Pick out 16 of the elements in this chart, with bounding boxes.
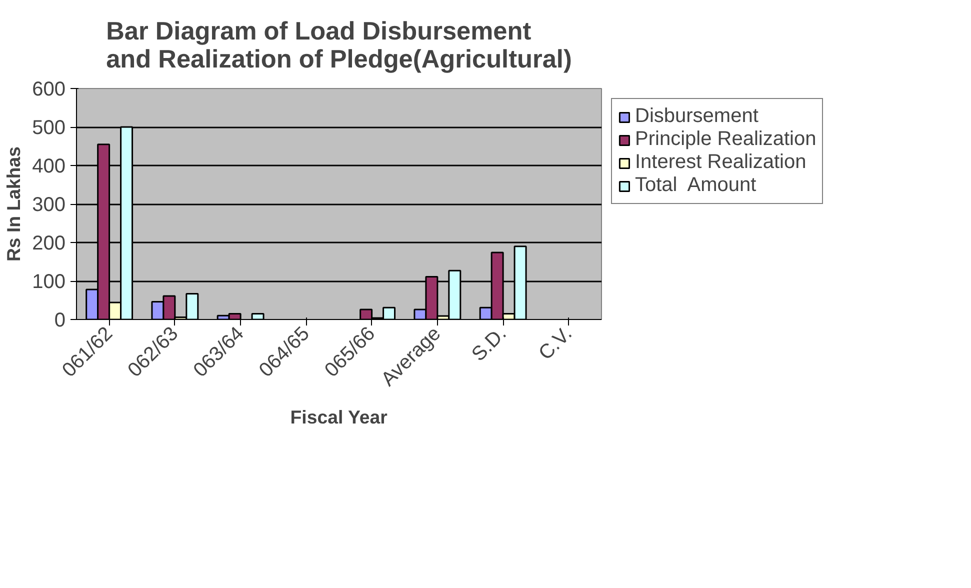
legend-label: Principle Realization xyxy=(635,128,816,151)
x-axis-title: Fiscal Year xyxy=(290,406,388,428)
y-tick-label: 500 xyxy=(32,117,66,139)
x-tick-label: C.V. xyxy=(534,322,576,364)
y-tick-label: 200 xyxy=(32,232,66,254)
y-tick-label: 300 xyxy=(32,194,66,216)
y-tick-label: 0 xyxy=(54,310,66,332)
y-tick-label: 400 xyxy=(32,156,66,178)
legend-label: Disbursement xyxy=(635,105,758,128)
legend-label: Interest Realization xyxy=(635,151,806,174)
legend-label: Total Amount xyxy=(635,174,756,197)
y-tick-label: 100 xyxy=(32,271,66,293)
y-tick-label: 600 xyxy=(32,78,66,100)
x-tick-label: S.D. xyxy=(468,322,511,366)
chart-title: Bar Diagram of Load Disbursement and Realization of Pledge(Agricultural) xyxy=(106,18,572,74)
y-axis-title: Rs In Lakhas xyxy=(3,146,24,262)
